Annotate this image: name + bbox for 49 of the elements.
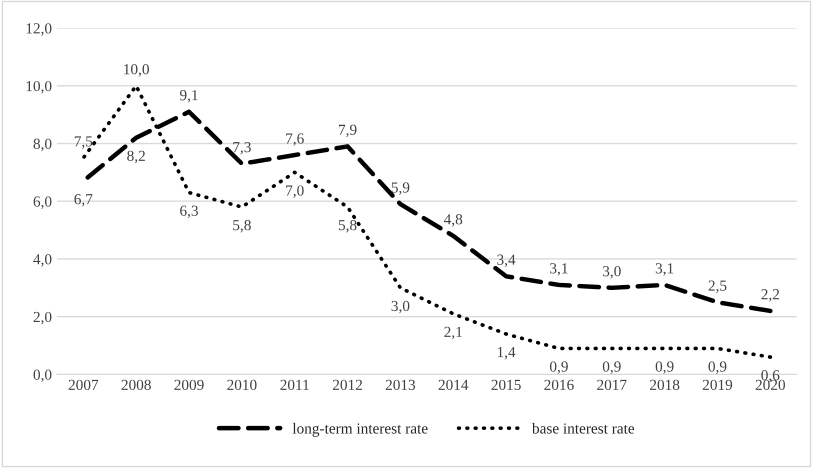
data-label: 6,3 <box>180 206 198 218</box>
data-label: 8,2 <box>127 150 145 164</box>
x-tick-label: 2009 <box>174 380 204 390</box>
x-tick-label: 2019 <box>702 380 732 390</box>
data-label: 0,9 <box>708 361 726 374</box>
y-tick-label: 2,0 <box>34 312 52 324</box>
x-tick-label: 2018 <box>650 380 680 390</box>
y-tick-label: 8,0 <box>34 138 52 152</box>
data-label: 2,5 <box>708 280 726 293</box>
data-label: 1,4 <box>498 347 516 360</box>
data-label: 7,9 <box>339 124 356 138</box>
x-tick-label: 2015 <box>491 380 521 390</box>
data-label: 5,8 <box>233 220 251 232</box>
legend-label: long-term interest rate <box>292 422 428 437</box>
data-label: 9,1 <box>180 90 198 103</box>
x-tick-label: 2013 <box>386 380 416 390</box>
x-tick-label: 2007 <box>68 380 98 390</box>
data-label: 7,5 <box>74 136 92 149</box>
data-label: 3,0 <box>602 266 621 279</box>
y-tick-label: 4,0 <box>33 254 52 267</box>
data-label: 10,0 <box>124 64 149 77</box>
data-label: 5,9 <box>392 182 410 195</box>
y-tick-label: 10,0 <box>26 80 52 94</box>
data-label: 3,1 <box>656 263 674 276</box>
y-tick-label: 12,0 <box>26 23 52 36</box>
data-label: 2,2 <box>761 289 780 302</box>
data-label: 7,3 <box>233 142 251 154</box>
data-label: 4,8 <box>444 214 462 227</box>
data-label: 3,0 <box>392 300 410 314</box>
data-label: 2,1 <box>444 326 462 340</box>
x-tick-label: 2012 <box>332 380 362 390</box>
y-tick-label: 6,0 <box>34 196 52 209</box>
data-label: 0,9 <box>656 361 674 374</box>
x-tick-label: 2011 <box>280 380 309 390</box>
data-label: 7,6 <box>286 133 304 146</box>
data-label: 7,0 <box>286 185 304 198</box>
x-tick-label: 2014 <box>438 380 468 390</box>
x-tick-label: 2016 <box>544 380 574 390</box>
legend-label: base interest rate <box>532 422 634 434</box>
data-label: 5,8 <box>338 220 357 232</box>
data-label: 0,9 <box>550 361 568 374</box>
x-tick-label: 2008 <box>122 380 151 390</box>
y-tick-label: 0,0 <box>34 370 52 382</box>
data-label: 0,9 <box>602 361 621 374</box>
data-label: 3,4 <box>497 254 516 268</box>
x-tick-label: 2010 <box>227 380 257 390</box>
x-tick-label: 2017 <box>597 380 627 390</box>
data-label: 6,7 <box>74 194 92 207</box>
data-label: 3,1 <box>550 263 568 276</box>
